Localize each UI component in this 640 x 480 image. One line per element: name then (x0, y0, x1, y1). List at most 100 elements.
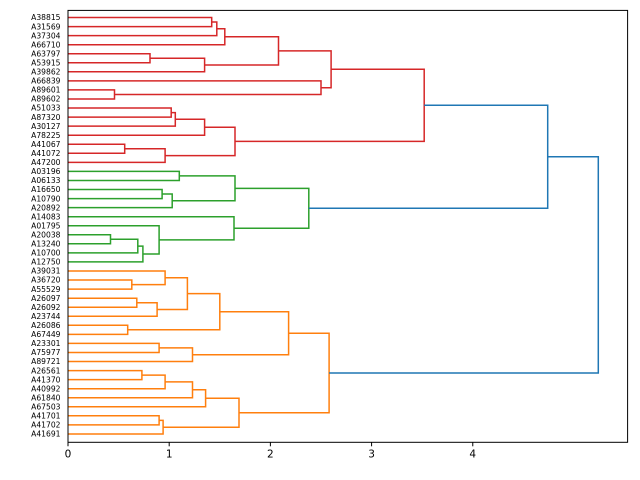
leaf-label: A66839 (31, 77, 61, 86)
dendrogram-link (68, 215, 235, 241)
dendrogram-link (165, 126, 236, 157)
leaf-label: A10700 (31, 249, 61, 258)
dendrogram-link (68, 324, 129, 336)
leaf-label: A23744 (31, 312, 61, 321)
dendrogram-link (68, 369, 143, 381)
leaf-label: A53915 (31, 58, 61, 67)
leaf-label: A37304 (31, 31, 61, 40)
dendrogram-link (68, 188, 163, 200)
dendrogram-link (68, 419, 164, 435)
leaf-label: A89601 (31, 86, 61, 95)
leaf-label: A26092 (31, 303, 61, 312)
leaf-label: A30127 (31, 122, 61, 131)
leaf-label: A55529 (31, 285, 61, 294)
x-tick-label: 2 (267, 448, 274, 460)
leaf-label: A41072 (31, 149, 61, 158)
leaf-label: A31569 (31, 22, 61, 31)
leaf-label: A26086 (31, 321, 61, 330)
leaf-label: A41691 (31, 430, 61, 439)
axes-frame (67, 9, 629, 443)
leaf-label: A67503 (31, 402, 61, 411)
dendrogram-link (68, 279, 133, 290)
dendrogram-link (68, 347, 194, 363)
dendrogram-link (68, 234, 112, 245)
dendrogram-link (127, 292, 221, 331)
leaf-label: A14083 (31, 212, 61, 221)
dendrogram-link (68, 118, 206, 136)
dendrogram-link (68, 21, 218, 37)
x-tick-label: 1 (166, 448, 173, 460)
x-axis: 0 1 2 3 4 (65, 9, 629, 460)
dendrogram-link (68, 28, 226, 46)
leaf-label: A89721 (31, 357, 61, 366)
dendrogram-link (68, 89, 116, 100)
dendrogram-links (68, 16, 600, 435)
dendrogram-link (234, 187, 310, 230)
leaf-label: A47200 (31, 158, 61, 167)
dendrogram-link (157, 277, 189, 311)
leaf-label: A51033 (31, 104, 61, 113)
leaf-label: A38815 (31, 13, 61, 22)
leaf-label: A36720 (31, 276, 61, 285)
dendrogram-link (68, 143, 126, 155)
leaf-label: A89602 (31, 95, 61, 104)
dendrogram-link (68, 111, 177, 127)
dendrogram-link (68, 301, 158, 318)
dendrogram-link (239, 332, 330, 414)
dendrogram-link (68, 245, 144, 263)
leaf-label: A40992 (31, 384, 61, 393)
x-tick-label: 0 (65, 448, 72, 460)
leaf-label: A61840 (31, 393, 61, 402)
leaf-label: A10790 (31, 194, 61, 203)
leaf-label: A41701 (31, 412, 61, 421)
leaf-label: A63797 (31, 49, 61, 58)
dendrogram-link (68, 374, 166, 390)
leaf-label: A67449 (31, 330, 61, 339)
leaf-label: A41702 (31, 421, 61, 430)
dendrogram-link (68, 381, 194, 399)
dendrogram-link (68, 238, 139, 254)
leaf-label: A16650 (31, 185, 61, 194)
dendrogram-link (68, 297, 138, 308)
leaf-label: A12750 (31, 258, 61, 267)
dendrogram-link (192, 310, 290, 356)
leaf-label: A75977 (31, 348, 61, 357)
leaf-label: A13240 (31, 240, 61, 249)
dendrogram-link (68, 148, 166, 164)
leaf-label: A26561 (31, 366, 61, 375)
x-tick-label: 3 (368, 448, 375, 460)
dendrogram-link (68, 107, 172, 118)
leaf-label: A20038 (31, 230, 61, 239)
dendrogram-link (278, 50, 332, 89)
dendrogram-link (308, 104, 549, 210)
leaf-label: A01795 (31, 221, 61, 230)
dendrogram-link (68, 52, 151, 64)
leaf-label: A26097 (31, 294, 61, 303)
leaf-label: A06133 (31, 176, 61, 185)
leaf-label: A41370 (31, 375, 61, 384)
dendrogram-link (68, 170, 181, 182)
dendrogram-link (68, 415, 160, 426)
leaf-labels: A38815A31569A37304A66710A63797A53915A398… (31, 13, 61, 438)
leaf-label: A23301 (31, 339, 61, 348)
dendrogram-link (68, 270, 166, 286)
leaf-label: A39031 (31, 267, 61, 276)
dendrogram-link (68, 193, 173, 209)
dendrogram-link (235, 68, 425, 143)
dendrogram-link (172, 175, 236, 202)
leaf-label: A20892 (31, 203, 61, 212)
leaf-label: A78225 (31, 131, 61, 140)
leaf-label: A39862 (31, 68, 61, 77)
dendrogram-link (68, 342, 160, 354)
dendrogram-link (68, 80, 322, 96)
leaf-label: A41067 (31, 140, 61, 149)
leaf-label: A87320 (31, 113, 61, 122)
dendrogram-link (204, 35, 280, 66)
dendrogram-link (68, 16, 213, 28)
x-tick-label: 4 (469, 448, 476, 460)
dendrogram-link (329, 156, 600, 374)
leaf-label: A03196 (31, 167, 61, 176)
leaf-label: A66710 (31, 40, 61, 49)
